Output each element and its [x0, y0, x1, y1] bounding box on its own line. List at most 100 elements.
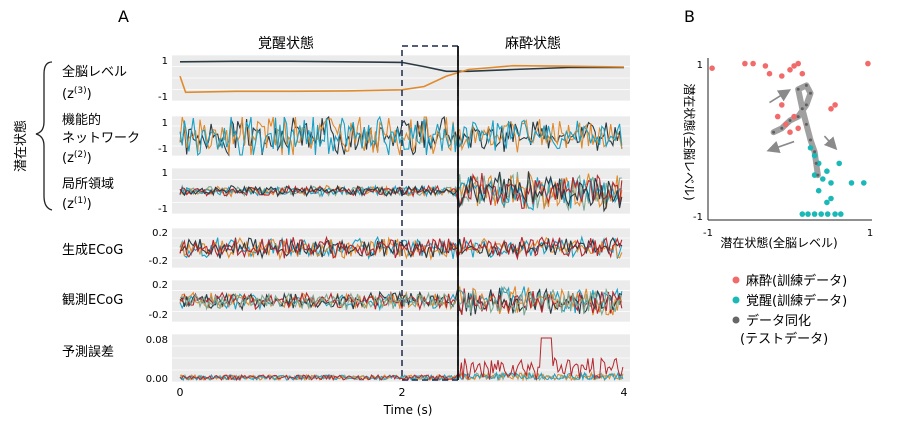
scatter-point-0-17: [828, 106, 834, 112]
trajectory-point-5: [809, 91, 812, 95]
latent-state-label: 潜在状態: [13, 120, 29, 172]
trajectory-point-11: [813, 150, 817, 154]
scatter-point-1-19: [828, 195, 834, 202]
legend-awake: 覚醒(訓練データ): [746, 293, 847, 309]
row-tick-labels: 1 -1 1 -1 1 -1 0.2 -0.2 0.2 -0.2 0.08 0.…: [146, 56, 168, 385]
row4-label: 生成ECoG: [62, 243, 123, 258]
row6-tick-bottom: 0.00: [146, 374, 168, 385]
scatter-point-1-13: [811, 211, 818, 217]
x-tick-0: 0: [177, 386, 184, 399]
row1-series-1: [179, 64, 625, 94]
scatter-point-0-9: [799, 70, 806, 77]
legend-dot-anesthesia: [732, 276, 740, 284]
scatter-point-1-14: [818, 211, 824, 217]
row6-series-1: [179, 371, 624, 382]
row3-tick-bottom: -1: [158, 204, 168, 215]
panel-b-ytick-bottom: -1: [693, 212, 703, 223]
scatter-point-0-16: [795, 125, 801, 132]
panel-a-label: A: [118, 7, 129, 26]
scatter-point-0-13: [783, 121, 789, 128]
scatter-point-1-12: [805, 211, 811, 217]
trajectory-point-0: [772, 130, 776, 134]
assimilation-trajectory: [770, 82, 821, 179]
scatter-point-0-5: [779, 73, 785, 79]
trajectory-point-6: [804, 83, 808, 87]
scatter-point-1-5: [824, 168, 830, 174]
row2-tick-bottom: -1: [158, 144, 168, 155]
trajectory-point-8: [800, 107, 804, 111]
row5-tick-top: 0.2: [152, 280, 168, 291]
anesthesia-state-label: 麻酔状態: [505, 36, 561, 52]
row2-label2: ネットワーク: [62, 131, 140, 146]
scatter-point-0-3: [762, 63, 769, 69]
scatter-point-1-8: [836, 160, 842, 167]
scatter-point-1-11: [799, 211, 806, 217]
trajectory-point-12: [814, 161, 818, 165]
panel-b-xtick-right: 1: [867, 228, 873, 239]
row4-series-3: [179, 235, 623, 261]
scatter-point-0-14: [787, 129, 793, 135]
panel-b-scatter: [707, 58, 872, 221]
trajectory-point-10: [809, 138, 812, 142]
row5-label: 観測ECoG: [62, 293, 123, 308]
row5-series-4: [179, 286, 623, 317]
scatter-point-0-10: [865, 60, 871, 67]
legend-dot-awake: [732, 296, 740, 304]
trajectory-point-7: [796, 87, 800, 91]
scatter-point-0-2: [750, 60, 756, 67]
scatter-point-1-3: [811, 172, 818, 178]
row3-series-3: [179, 172, 623, 210]
row2-series-1: [179, 116, 623, 156]
scatter-point-1-6: [828, 180, 834, 186]
row4-tick-top: 0.2: [152, 228, 168, 239]
row3-sub: (z(1)): [62, 196, 92, 212]
panel-b-ytick-top: 1: [697, 60, 703, 71]
row3-label: 局所領域: [62, 176, 114, 192]
x-tick-labels: 0 2 4: [177, 386, 628, 399]
row6-series-2: [179, 371, 624, 382]
row3-series-4: [179, 171, 623, 213]
scatter-point-1-2: [815, 160, 822, 167]
scatter-point-1-17: [838, 211, 844, 217]
row4-series-2: [179, 236, 623, 260]
legend-anesthesia: 麻酔(訓練データ): [746, 273, 847, 289]
trajectory-point-3: [796, 115, 800, 119]
row2-series-0: [179, 115, 623, 157]
row6-label: 予測誤差: [62, 344, 114, 360]
arrow-up: [769, 89, 792, 104]
scatter-point-0-18: [832, 102, 838, 108]
panel-b-ylabel: 潜在状態(全脳レベル): [682, 83, 697, 200]
trajectory-point-9: [804, 122, 808, 126]
arrow-right: [823, 135, 838, 151]
trajectory-point-1: [780, 126, 784, 130]
row2-tick-top: 1: [162, 118, 168, 129]
scatter-point-0-7: [791, 63, 797, 69]
x-tick-2: 2: [399, 386, 406, 399]
row4-tick-bottom: -0.2: [148, 256, 168, 267]
row6-tick-top: 0.08: [146, 335, 168, 346]
row1-label: 全脳レベル: [62, 64, 127, 80]
panel-b-legend: 麻酔(訓練データ) 覚醒(訓練データ) データ同化 (テストデータ): [732, 273, 847, 347]
row6-series-3: [179, 337, 624, 382]
row2-series-2: [179, 115, 623, 157]
scatter-point-0-15: [791, 113, 797, 120]
panel-b-xtick-left: -1: [703, 228, 713, 239]
awake-state-label: 覚醒状態: [258, 36, 314, 52]
row5-tick-bottom: -0.2: [148, 310, 168, 321]
legend-assimilation: データ同化: [746, 313, 811, 329]
row2-sub: (z(2)): [62, 150, 92, 166]
trajectory-point-13: [816, 173, 820, 177]
trajectory-point-4: [804, 103, 808, 107]
row3-tick-top: 1: [162, 168, 168, 179]
scatter-point-1-9: [848, 180, 855, 186]
arrow-left: [766, 140, 795, 154]
row1-sub: (z(3)): [62, 86, 92, 102]
scatter-point-0-4: [766, 70, 773, 77]
legend-assimilation-2: (テストデータ): [740, 331, 828, 347]
row1-tick-top: 1: [162, 56, 168, 67]
scatter-point-1-18: [824, 199, 830, 206]
panel-b-xlabel: 潜在状態(全脳レベル): [720, 235, 837, 250]
scatter-point-0-0: [709, 65, 715, 71]
scatter-point-1-0: [807, 145, 814, 151]
